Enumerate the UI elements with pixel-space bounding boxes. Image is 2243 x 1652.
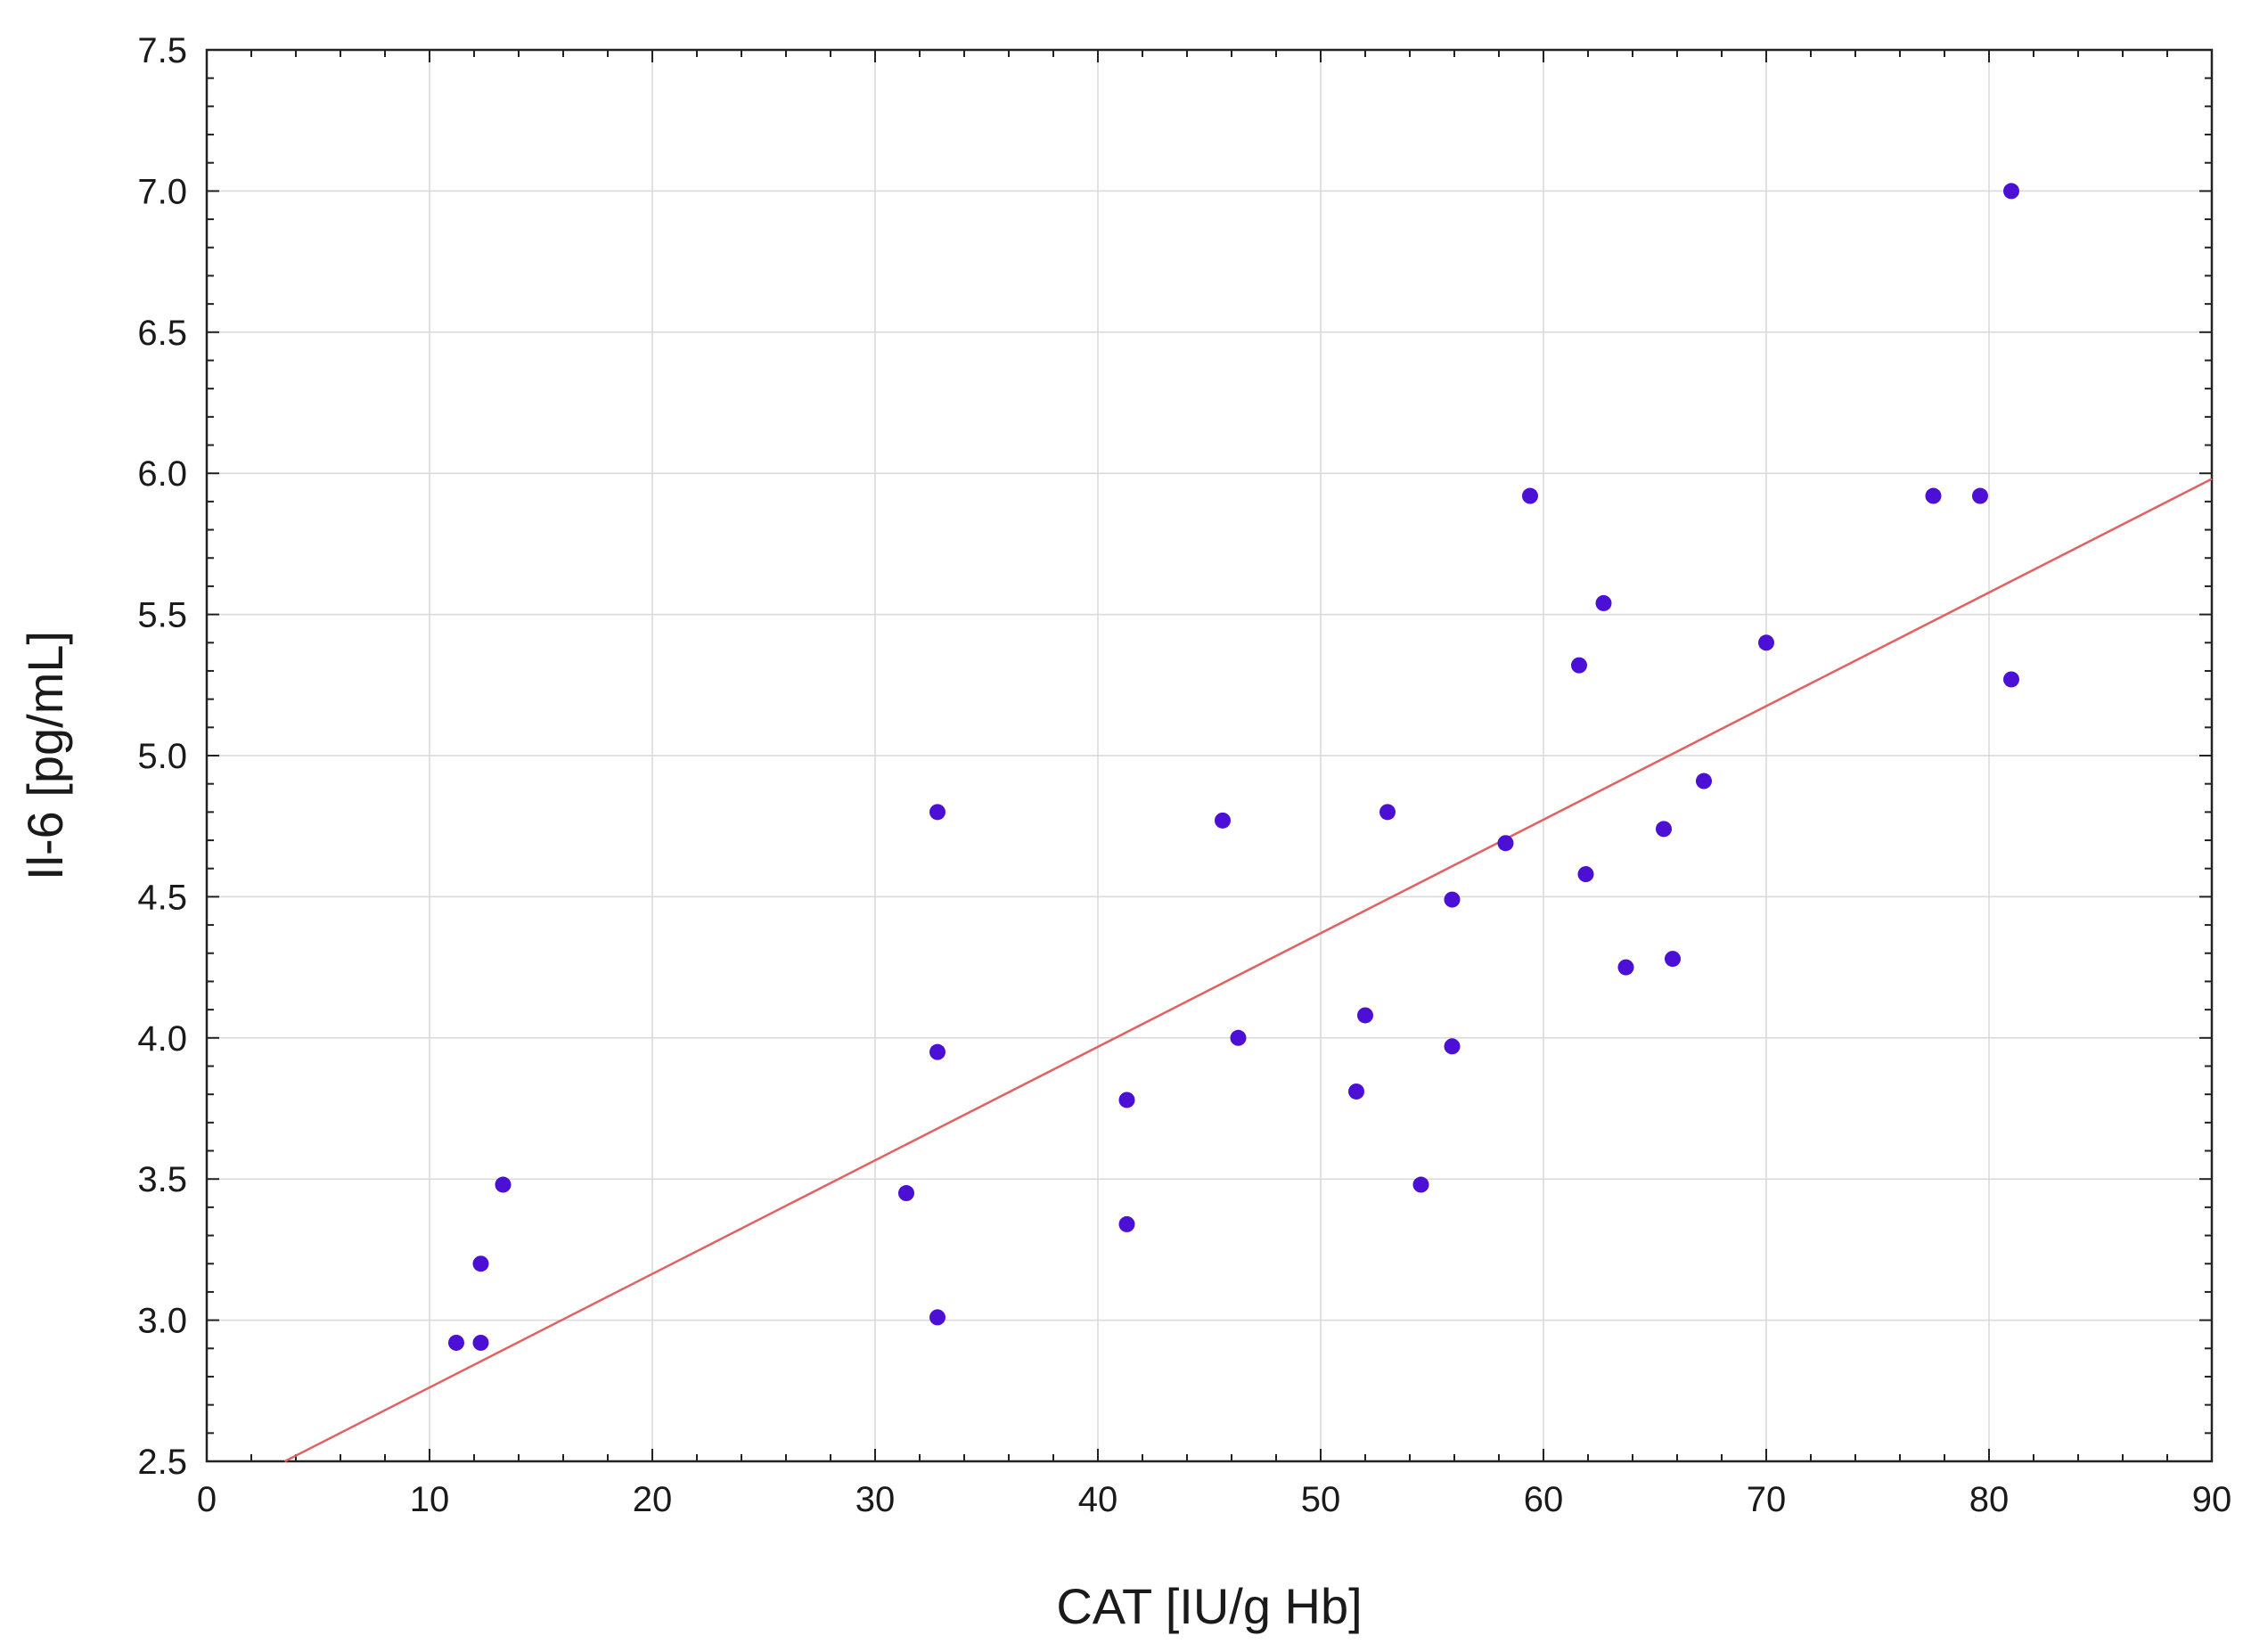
x-tick-label: 50 (1301, 1480, 1341, 1519)
data-point (1357, 1007, 1373, 1024)
data-point (1696, 773, 1712, 789)
y-tick-label: 4.0 (137, 1019, 187, 1059)
data-point (1972, 487, 1988, 504)
x-tick-label: 0 (197, 1480, 217, 1519)
x-tick-labels: 0 10 20 30 40 50 60 70 80 90 (197, 1480, 2231, 1519)
y-tick-label: 7.5 (137, 31, 187, 70)
data-point (1230, 1029, 1247, 1046)
data-point (1348, 1083, 1364, 1100)
data-point (1215, 812, 1231, 829)
data-point (929, 1043, 945, 1060)
data-point (495, 1176, 512, 1193)
data-point (1577, 866, 1594, 883)
data-point (1497, 835, 1514, 852)
data-point (1595, 594, 1612, 611)
data-point (1118, 1215, 1135, 1232)
data-point (472, 1255, 489, 1272)
data-point (1522, 487, 1538, 504)
y-tick-label: 3.5 (137, 1160, 187, 1199)
x-tick-label: 10 (410, 1480, 450, 1519)
data-point (898, 1185, 914, 1202)
y-tick-label: 6.0 (137, 454, 187, 494)
x-tick-label: 20 (633, 1480, 673, 1519)
y-tick-label: 3.0 (137, 1302, 187, 1341)
axis-ticks (206, 49, 2213, 1462)
data-point (1444, 1038, 1461, 1055)
data-point (1925, 487, 1942, 504)
data-point (1656, 821, 1672, 838)
x-tick-label: 90 (2192, 1480, 2232, 1519)
regression-line (283, 478, 2213, 1463)
data-point (1617, 959, 1634, 976)
y-tick-labels: 2.5 3.0 3.5 4.0 4.5 5.0 5.5 6.0 6.5 7.0 7.5 (137, 31, 187, 1482)
x-tick-label: 40 (1078, 1480, 1118, 1519)
data-point (1118, 1092, 1135, 1108)
data-point (1444, 891, 1461, 908)
data-point (929, 804, 945, 821)
plot-frame (205, 48, 2214, 1463)
x-axis-title: CAT [IU/g Hb] (1056, 1578, 1362, 1634)
y-tick-label: 4.5 (137, 878, 187, 917)
y-axis-title: Il-6 [pg/mL] (17, 631, 73, 880)
data-point (2003, 183, 2019, 200)
y-tick-label: 5.0 (137, 737, 187, 776)
data-point (448, 1334, 464, 1351)
data-point (929, 1309, 945, 1326)
data-point (2003, 671, 2019, 688)
x-tick-label: 60 (1524, 1480, 1564, 1519)
y-tick-label: 5.5 (137, 596, 187, 635)
y-tick-label: 2.5 (137, 1443, 187, 1482)
data-point (1571, 657, 1587, 674)
x-tick-label: 80 (1969, 1480, 2010, 1519)
data-point (472, 1334, 489, 1351)
y-tick-label: 7.0 (137, 172, 187, 211)
y-tick-label: 6.5 (137, 314, 187, 353)
data-point (1665, 951, 1681, 968)
data-point (1379, 804, 1396, 821)
data-points (448, 183, 2019, 1351)
grid-lines (207, 50, 2212, 1461)
data-point (1758, 634, 1774, 651)
x-tick-label: 70 (1747, 1480, 1787, 1519)
data-point (1412, 1176, 1429, 1193)
x-tick-label: 30 (855, 1480, 896, 1519)
